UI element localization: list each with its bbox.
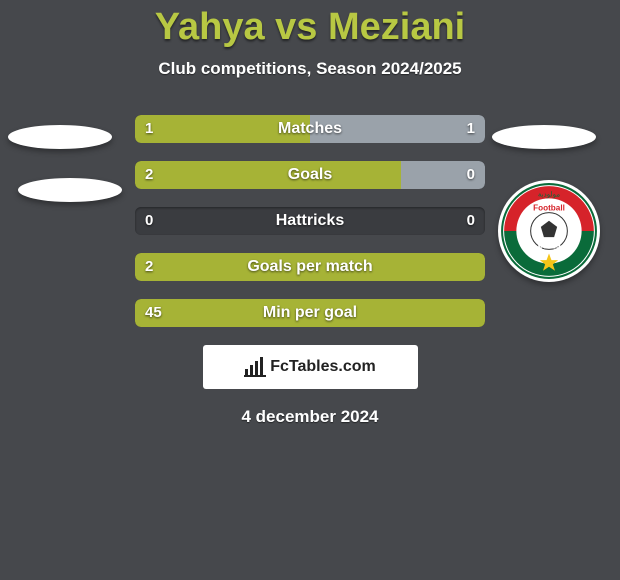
svg-text:مولودية: مولودية bbox=[538, 190, 561, 198]
stat-row: 45Min per goal bbox=[135, 299, 485, 327]
stat-label: Goals per match bbox=[135, 253, 485, 281]
stats-bars: 11Matches 20Goals 00Hattricks 2Goals per ma… bbox=[135, 115, 485, 327]
brand-text: FcTables.com bbox=[270, 358, 376, 376]
stat-row: 11Matches bbox=[135, 115, 485, 143]
stat-label: Matches bbox=[135, 115, 485, 143]
stat-row: 00Hattricks bbox=[135, 207, 485, 235]
stat-row: 2Goals per match bbox=[135, 253, 485, 281]
brand-box: FcTables.com bbox=[203, 345, 418, 389]
left-player-ellipse bbox=[8, 125, 112, 149]
subtitle: Club competitions, Season 2024/2025 bbox=[0, 59, 620, 79]
right-player-ellipse bbox=[492, 125, 596, 149]
bar-chart-icon bbox=[244, 357, 266, 377]
club-badge-mca: 1921 مولودية Football bbox=[498, 180, 600, 282]
date-text: 4 december 2024 bbox=[0, 407, 620, 427]
stat-label: Hattricks bbox=[135, 207, 485, 235]
badge-top-text: Football bbox=[533, 204, 565, 213]
left-player-ellipse bbox=[18, 178, 122, 202]
stat-row: 20Goals bbox=[135, 161, 485, 189]
page-title: Yahya vs Meziani bbox=[0, 0, 620, 49]
stat-label: Goals bbox=[135, 161, 485, 189]
stat-label: Min per goal bbox=[135, 299, 485, 327]
badge-year: 1921 bbox=[535, 237, 562, 251]
